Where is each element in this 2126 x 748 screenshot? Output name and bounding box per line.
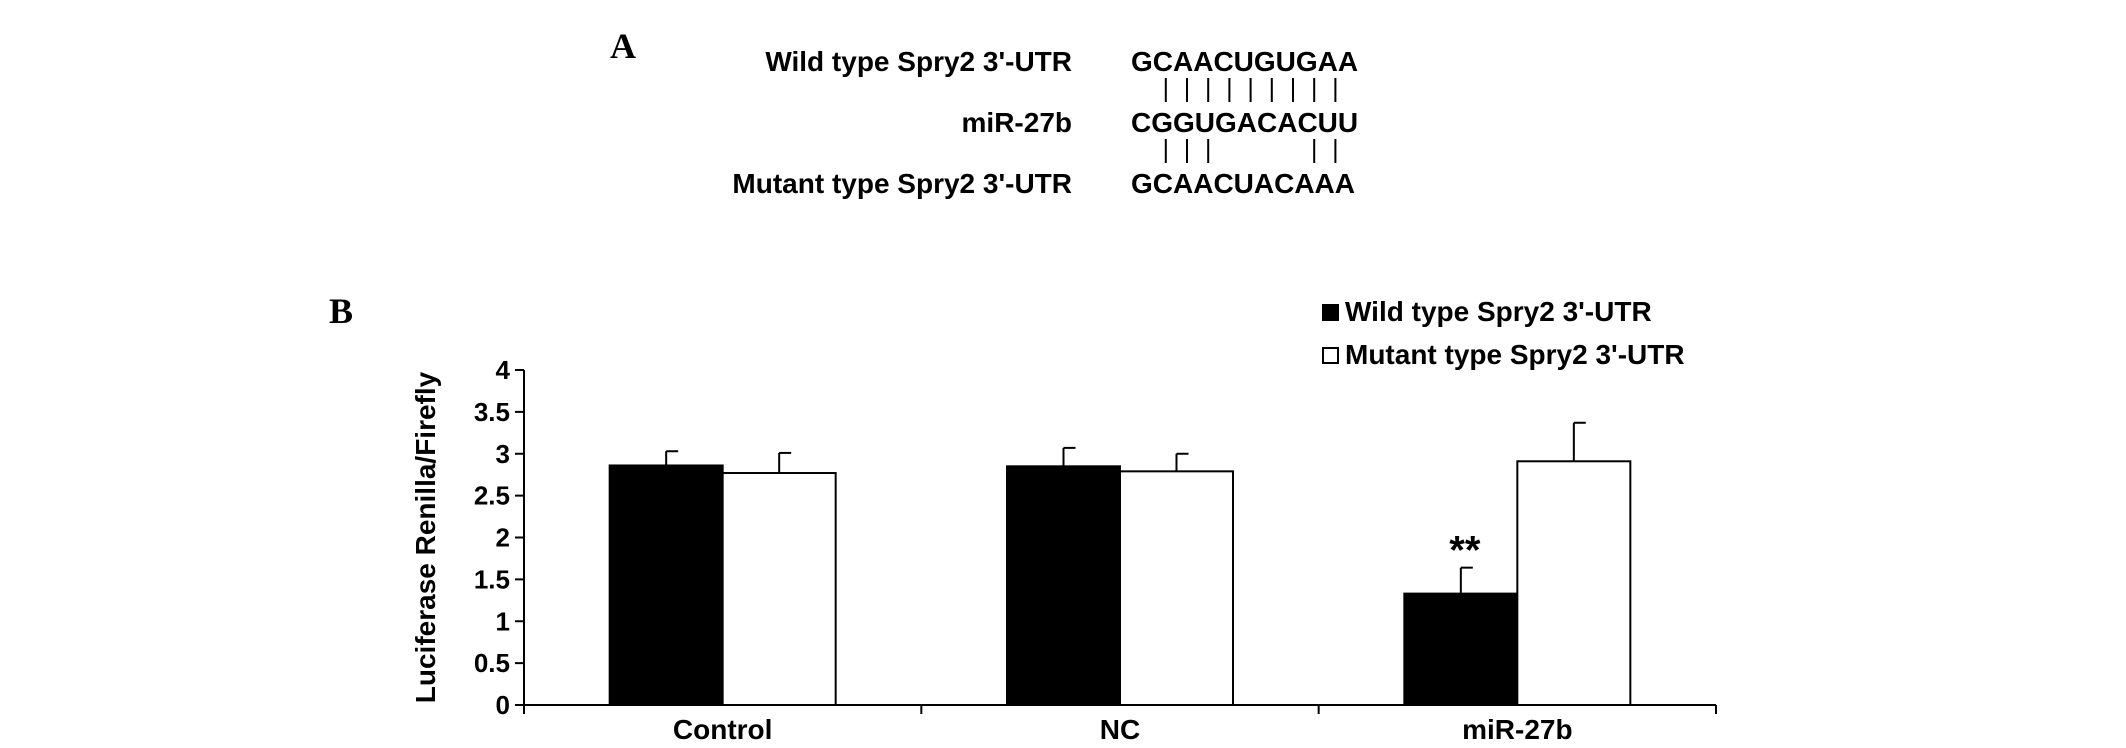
mutant-type-sequence: GCAACUACAAA — [1131, 168, 1355, 199]
base-pair-lines-wild-mir — [1164, 78, 1337, 102]
y-tick-label: 0 — [496, 690, 510, 720]
bar-mir-27b-mutant-type — [1516, 460, 1632, 706]
bar-nc-mutant-type — [1119, 470, 1234, 706]
y-tick-label: 1 — [496, 606, 510, 636]
bar-control-wild-type — [608, 464, 724, 706]
wild-type-label: Wild type Spry2 3'-UTR — [765, 46, 1072, 77]
y-tick-label: 3.5 — [474, 397, 510, 427]
y-tick-label: 4 — [496, 355, 511, 385]
wild-type-sequence: GCAACUGUGAA — [1131, 46, 1359, 77]
mir-label: miR-27b — [961, 107, 1072, 138]
bar-control-mutant-type — [721, 472, 837, 707]
panel-a-label: A — [610, 26, 636, 66]
x-tick-label: NC — [1100, 714, 1140, 745]
panel-b-label: B — [329, 291, 354, 331]
legend-item-mutant-type: Mutant type Spry2 3'-UTR — [1322, 338, 1685, 372]
y-tick-label: 2 — [496, 523, 510, 553]
y-tick-label: 1.5 — [474, 564, 510, 594]
legend-label-wild-type: Wild type Spry2 3'-UTR — [1345, 296, 1652, 327]
y-tick-label: 3 — [496, 439, 510, 469]
base-pair-lines-mir-mutant — [1164, 139, 1337, 163]
mutant-type-label: Mutant type Spry2 3'-UTR — [732, 168, 1072, 199]
significance-annotation: ** — [1449, 529, 1481, 573]
x-tick-label: Control — [673, 714, 773, 745]
y-tick-label: 2.5 — [474, 481, 510, 511]
y-axis-label: Luciferase Renilla/Firefly — [410, 371, 441, 703]
mir-sequence: CGGUGACACUU — [1131, 107, 1359, 138]
x-tick-label: miR-27b — [1462, 714, 1572, 745]
y-tick-label: 0.5 — [474, 648, 510, 678]
bar-nc-wild-type — [1006, 465, 1121, 706]
bar-mir-27b-wild-type — [1403, 592, 1519, 706]
legend-item-wild-type: Wild type Spry2 3'-UTR — [1322, 295, 1652, 329]
legend-swatch-mutant-type — [1322, 346, 1339, 364]
legend-swatch-wild-type — [1322, 303, 1339, 321]
legend-label-mutant-type: Mutant type Spry2 3'-UTR — [1345, 339, 1685, 370]
